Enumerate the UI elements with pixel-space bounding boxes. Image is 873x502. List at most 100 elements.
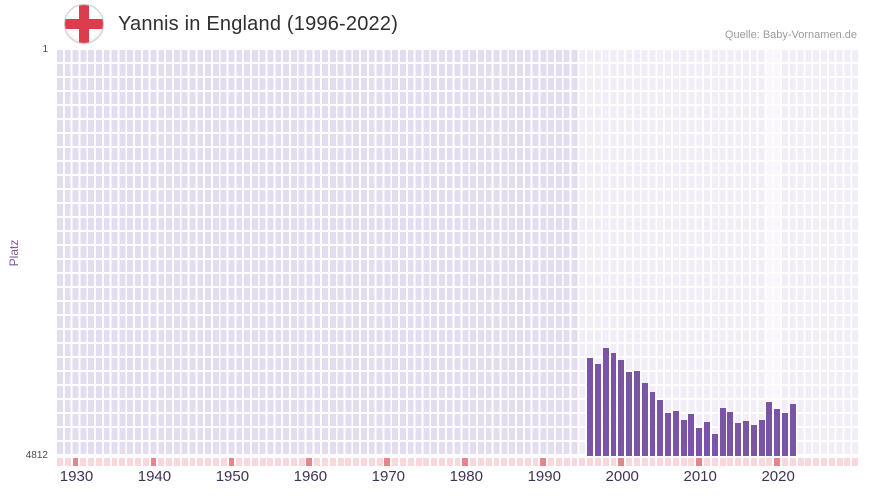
- bar-2020[interactable]: [774, 409, 781, 456]
- year-tick: [423, 458, 430, 466]
- year-tick: [610, 458, 617, 466]
- x-tick-label: 1950: [215, 468, 250, 485]
- decade-tick: [774, 458, 781, 466]
- x-axis-labels: 1930 1940 1950 1960 1970 1980 1990 2000 2010 2020: [57, 468, 860, 490]
- year-tick: [516, 458, 523, 466]
- decade-tick: [540, 458, 547, 466]
- year-tick: [400, 458, 406, 466]
- year-tick: [805, 458, 812, 466]
- decade-tick: [228, 458, 235, 466]
- year-tick: [173, 458, 180, 466]
- year-tick: [127, 458, 134, 466]
- bar-2002[interactable]: [633, 370, 640, 456]
- year-tick: [446, 458, 453, 466]
- bar-2018[interactable]: [758, 420, 765, 456]
- year-tick: [454, 458, 461, 466]
- year-tick: [64, 458, 71, 466]
- bar-2000[interactable]: [618, 360, 625, 456]
- year-tick: [314, 458, 321, 466]
- year-tick: [353, 458, 360, 466]
- bar-2009[interactable]: [688, 414, 695, 456]
- year-tick: [329, 458, 336, 466]
- bar-2005[interactable]: [657, 400, 664, 456]
- bar-2015[interactable]: [735, 422, 742, 456]
- year-tick: [236, 458, 243, 466]
- england-flag-icon: [64, 4, 104, 44]
- x-tick-label: 1940: [137, 468, 172, 485]
- bar-2017[interactable]: [750, 424, 757, 456]
- y-tick-bottom: 4812: [25, 450, 48, 461]
- year-tick: [290, 458, 297, 466]
- x-tick-label: 1980: [449, 468, 483, 485]
- year-tick: [142, 458, 149, 466]
- year-tick: [345, 458, 352, 466]
- decade-tick: [618, 458, 625, 466]
- year-tick: [57, 458, 63, 466]
- year-tick: [602, 458, 609, 466]
- decade-tick: [150, 458, 157, 466]
- bar-2004[interactable]: [649, 391, 656, 456]
- x-tick-label: 2000: [605, 468, 639, 485]
- bar-2001[interactable]: [626, 372, 632, 456]
- year-tick: [166, 458, 173, 466]
- bar-1996[interactable]: [587, 357, 594, 456]
- year-tick: [626, 458, 632, 466]
- year-tick: [205, 458, 212, 466]
- year-tick: [477, 458, 484, 466]
- plot-area: [57, 50, 860, 456]
- year-tick: [259, 458, 266, 466]
- bar-1999[interactable]: [610, 352, 617, 456]
- year-tick: [485, 458, 492, 466]
- year-tick: [111, 458, 118, 466]
- year-tick: [727, 458, 734, 466]
- bar-2014[interactable]: [727, 411, 734, 456]
- year-tick: [267, 458, 274, 466]
- hover-highlight-column: [766, 50, 783, 456]
- year-tick: [789, 458, 796, 466]
- year-tick: [766, 458, 773, 466]
- flag-cross-horizontal: [65, 19, 103, 29]
- bar-2008[interactable]: [680, 419, 687, 456]
- year-tick: [844, 458, 851, 466]
- year-tick: [197, 458, 204, 466]
- bar-2006[interactable]: [665, 412, 671, 456]
- bar-2012[interactable]: [711, 433, 718, 456]
- bar-2019[interactable]: [766, 401, 773, 456]
- bar-1997[interactable]: [594, 363, 601, 456]
- year-tick: [524, 458, 531, 466]
- year-tick: [407, 458, 414, 466]
- bar-2011[interactable]: [704, 422, 710, 456]
- x-tick-label: 2010: [683, 468, 717, 485]
- bar-2016[interactable]: [743, 421, 749, 456]
- bar-2013[interactable]: [719, 407, 726, 456]
- data-period-highlight: [579, 50, 860, 456]
- bar-2003[interactable]: [641, 383, 648, 456]
- year-tick: [493, 458, 500, 466]
- bar-2021[interactable]: [782, 412, 788, 456]
- decade-tick: [462, 458, 469, 466]
- year-tick: [376, 458, 383, 466]
- year-tick: [509, 458, 516, 466]
- x-tick-label: 2020: [761, 468, 795, 485]
- year-tick: [797, 458, 804, 466]
- bar-2007[interactable]: [672, 411, 679, 456]
- year-tick: [711, 458, 718, 466]
- year-tick: [158, 458, 165, 466]
- year-tick: [532, 458, 539, 466]
- year-tick: [212, 458, 219, 466]
- year-tick: [735, 458, 742, 466]
- year-tick: [594, 458, 601, 466]
- bar-2022[interactable]: [789, 403, 796, 456]
- x-tick-label: 1990: [527, 468, 561, 485]
- year-tick: [368, 458, 375, 466]
- year-tick: [283, 458, 289, 466]
- x-tick-label: 1970: [371, 468, 406, 485]
- year-tick: [563, 458, 570, 466]
- bar-2010[interactable]: [696, 427, 703, 456]
- year-tick: [244, 458, 250, 466]
- year-tick: [821, 458, 827, 466]
- bar-1998[interactable]: [602, 347, 609, 456]
- year-tick: [782, 458, 788, 466]
- year-tick: [571, 458, 578, 466]
